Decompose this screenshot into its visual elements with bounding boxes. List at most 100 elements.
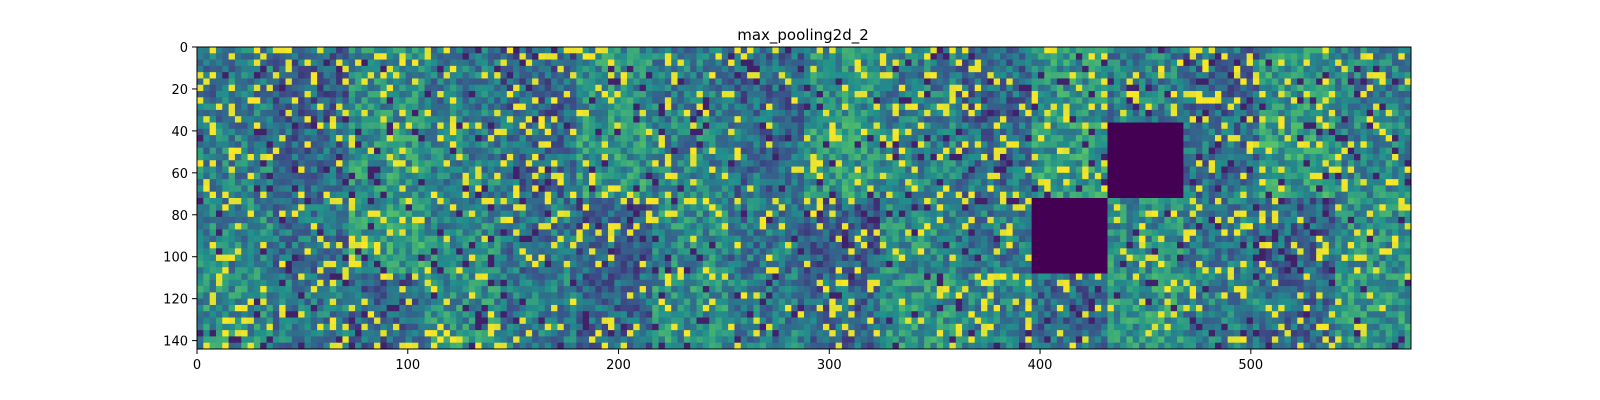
feature-map-cell [1101,78,1108,86]
feature-map-cell [544,84,552,92]
feature-map-cell [1050,160,1058,168]
feature-map-cell [1227,72,1235,79]
feature-map-cell [690,153,698,161]
feature-map-cell [652,97,660,105]
feature-map-cell [766,65,773,73]
feature-map-cell [367,59,375,67]
feature-map-cell [1404,91,1412,98]
feature-map-cell [1025,78,1033,86]
feature-map-cell [1164,59,1172,67]
feature-map-cell [917,166,925,174]
feature-map-cell [1335,122,1342,130]
feature-map-cell [298,59,305,67]
feature-map-cell [399,254,407,262]
feature-map-cell [664,191,672,199]
feature-map-cell [829,179,837,186]
feature-map-cell [1000,72,1007,79]
feature-map-cell [1373,172,1380,180]
feature-map-cell [1240,109,1248,117]
feature-map-cell [342,103,350,111]
feature-map-cell [513,166,520,174]
feature-map-cell [279,153,287,161]
feature-map-cell [1214,84,1222,92]
feature-map-cell [513,91,520,98]
feature-map-cell [437,128,445,136]
feature-map-cell [1309,147,1317,155]
feature-map-cell [500,128,508,136]
feature-map-cell [1328,147,1336,155]
feature-map-cell [405,91,413,98]
feature-map-cell [380,242,388,249]
feature-map-cell [747,59,754,67]
feature-map-cell [993,97,1001,105]
feature-map-cell [696,53,704,61]
feature-map-cell [759,84,767,92]
feature-map-cell [1196,122,1203,130]
feature-map-cell [228,260,236,268]
feature-map-cell [285,160,293,168]
feature-map-cell [399,135,407,142]
feature-map-cell [804,141,811,149]
feature-map-cell [291,198,299,205]
feature-map-cell [1246,116,1254,123]
feature-map-cell [633,78,641,86]
feature-map-cell [1082,116,1090,123]
feature-map-cell [734,191,742,199]
feature-map-cell [778,153,786,161]
feature-map-cell [1322,84,1330,92]
feature-map-cell [291,78,299,86]
feature-map-cell [1404,47,1412,54]
feature-map-cell [955,78,963,86]
feature-map-cell [804,122,811,130]
feature-map-cell [595,47,603,54]
feature-map-cell [848,122,856,130]
feature-map-cell [456,135,464,142]
feature-map-cell [557,84,565,92]
feature-map-cell [203,267,211,274]
feature-map-cell [468,109,476,117]
feature-map-cell [1246,128,1254,136]
feature-map-cell [228,135,236,142]
feature-map-cell [1183,141,1191,149]
feature-map-cell [1214,141,1222,149]
feature-map-cell [753,72,761,79]
feature-map-cell [1252,84,1260,92]
feature-map-cell [449,53,457,61]
feature-map-cell [253,72,261,79]
feature-map-tile [955,122,1033,199]
feature-map-cell [418,153,426,161]
feature-map-cell [544,153,552,161]
feature-map-cell [329,135,337,142]
feature-map-cell [1012,128,1020,136]
feature-map-cell [747,65,754,73]
feature-map-cell [437,191,445,199]
feature-map-cell [639,78,647,86]
feature-map-cell [430,97,438,105]
feature-map-cell [570,160,577,168]
feature-map-cell [1398,179,1406,186]
feature-map-cell [924,122,931,130]
feature-map-cell [1018,141,1026,149]
feature-map-cell [867,147,875,155]
feature-map-cell [367,267,375,274]
feature-map-cell [911,141,919,149]
feature-map-cell [393,210,400,218]
feature-map-cell [1233,128,1241,136]
feature-map-cell [740,179,748,186]
feature-map-cell [272,122,280,130]
feature-map-cell [924,172,931,180]
feature-map-cell [411,248,419,256]
feature-map-cell [848,103,856,111]
feature-map-cell [342,122,350,130]
feature-map-cell [336,242,343,249]
feature-map-cell [1341,103,1349,111]
feature-map-cell [822,172,830,180]
feature-map-cell [506,122,514,130]
feature-map-cell [898,65,906,73]
feature-map-cell [253,153,261,161]
feature-map-cell [1145,103,1153,111]
feature-map-cell [1404,53,1412,61]
feature-map-cell [247,260,255,268]
feature-map-cell [614,53,622,61]
feature-map-cell [1101,84,1108,92]
